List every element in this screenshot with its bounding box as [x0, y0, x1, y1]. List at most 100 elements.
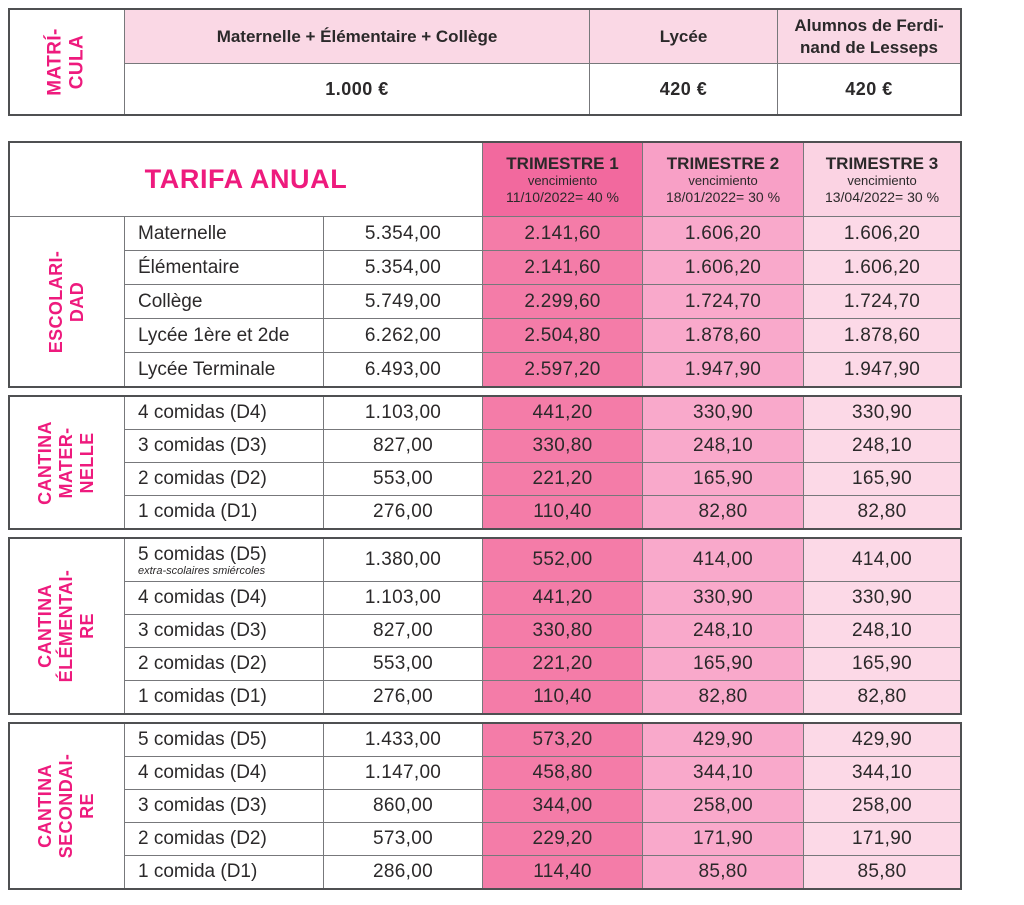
matricula-fee-lycee: 420 €	[590, 64, 777, 114]
trimestre-1-fee-cell: 110,40	[483, 681, 642, 713]
annual-fee-cell: 1.103,00	[324, 582, 482, 614]
trimestre-1-fee-cell: 221,20	[483, 648, 642, 680]
trimestre-2-fee-cell: 165,90	[643, 648, 803, 680]
matricula-col-header-lesseps: Alumnos de Ferdi- nand de Lesseps	[778, 10, 960, 63]
trimestre-3-fee-cell: 82,80	[804, 496, 960, 528]
annual-fee-cell: 5.354,00	[324, 251, 482, 284]
annual-fee-cell: 1.103,00	[324, 397, 482, 429]
trimestre-2-vencimiento-label: vencimiento	[688, 172, 758, 188]
item-name: Lycée Terminale	[138, 358, 276, 380]
escolaridad-label-cell: ESCOLARI- DAD	[10, 217, 124, 386]
item-name: 1 comida (D1)	[138, 861, 258, 882]
item-cell: 2 comidas (D2)	[125, 823, 323, 855]
trimestre-3-fee-cell: 1.947,90	[804, 353, 960, 386]
annual-fee-cell: 276,00	[324, 496, 482, 528]
item-cell: 1 comidas (D1)	[125, 681, 323, 713]
trimestre-2-due-date: 18/01/2022= 30 %	[665, 188, 781, 205]
cantina-maternelle-vertical-label: CANTINA MATER- NELLE	[35, 420, 98, 505]
annual-fee-cell: 6.262,00	[324, 319, 482, 352]
annual-fee-cell: 1.380,00	[324, 539, 482, 581]
trimestre-2-fee-cell: 258,00	[643, 790, 803, 822]
item-name: 1 comidas (D1)	[138, 686, 267, 707]
item-name: 2 comidas (D2)	[138, 653, 267, 674]
trimestre-2-name: TRIMESTRE 2	[666, 154, 780, 174]
trimestre-3-fee-cell: 171,90	[804, 823, 960, 855]
trimestre-2-fee-cell: 171,90	[643, 823, 803, 855]
item-cell: 3 comidas (D3)	[125, 790, 323, 822]
item-name: Maternelle	[138, 222, 227, 244]
annual-fee-cell: 5.749,00	[324, 285, 482, 318]
trimestre-2-fee-cell: 1.878,60	[643, 319, 803, 352]
trimestre-2-fee-cell: 82,80	[643, 681, 803, 713]
item-cell: 5 comidas (D5)	[125, 724, 323, 756]
item-name: 2 comidas (D2)	[138, 468, 267, 489]
trimestre-3-name: TRIMESTRE 3	[825, 154, 939, 174]
trimestre-3-fee-cell: 1.606,20	[804, 217, 960, 250]
trimestre-2-fee-cell: 248,10	[643, 615, 803, 647]
trimestre-1-fee-cell: 573,20	[483, 724, 642, 756]
trimestre-1-fee-cell: 2.597,20	[483, 353, 642, 386]
item-name: Collège	[138, 290, 203, 312]
trimestre-3-fee-cell: 429,90	[804, 724, 960, 756]
trimestre-2-fee-cell: 330,90	[643, 582, 803, 614]
escolaridad-vertical-label: ESCOLARI- DAD	[45, 250, 87, 353]
matricula-col-header-maternelle-elementaire-college: Maternelle + Élémentaire + Collège	[125, 10, 589, 63]
item-cell: Maternelle	[125, 217, 323, 250]
cantina-elementaire-table: CANTINA ÉLÉMENTAI- RE 5 comidas (D5) ext…	[8, 537, 962, 715]
trimestre-3-fee-cell: 165,90	[804, 463, 960, 495]
trimestre-2-fee-cell: 414,00	[643, 539, 803, 581]
annual-fee-cell: 827,00	[324, 430, 482, 462]
trimestre-3-fee-cell: 330,90	[804, 397, 960, 429]
trimestre-2-fee-cell: 82,80	[643, 496, 803, 528]
trimestre-2-fee-cell: 1.724,70	[643, 285, 803, 318]
trimestre-2-fee-cell: 344,10	[643, 757, 803, 789]
trimestre-3-fee-cell: 1.878,60	[804, 319, 960, 352]
trimestre-3-due-date: 13/04/2022= 30 %	[824, 188, 940, 205]
trimestre-3-fee-cell: 330,90	[804, 582, 960, 614]
annual-fee-cell: 573,00	[324, 823, 482, 855]
item-cell: 1 comida (D1)	[125, 496, 323, 528]
trimestre-1-fee-cell: 2.504,80	[483, 319, 642, 352]
item-name: 1 comida (D1)	[138, 501, 258, 522]
trimestre-1-fee-cell: 330,80	[483, 430, 642, 462]
matricula-vertical-label: MATRÍ- CULA	[44, 28, 88, 96]
cantina-secondaire-vertical-label: CANTINA SECONDAI- RE	[35, 753, 98, 859]
trimestre-2-fee-cell: 1.606,20	[643, 217, 803, 250]
item-name: Élémentaire	[138, 256, 240, 278]
tarifa-anual-title: TARIFA ANUAL	[10, 143, 482, 216]
item-name: 5 comidas (D5)	[138, 729, 267, 750]
annual-fee-cell: 1.433,00	[324, 724, 482, 756]
matricula-label-cell: MATRÍ- CULA	[10, 10, 124, 114]
cantina-secondaire-label-cell: CANTINA SECONDAI- RE	[10, 724, 124, 888]
trimestre-2-header: TRIMESTRE 2 vencimiento 18/01/2022= 30 %	[643, 143, 803, 216]
annual-fee-cell: 6.493,00	[324, 353, 482, 386]
trimestre-2-fee-cell: 330,90	[643, 397, 803, 429]
trimestre-3-fee-cell: 82,80	[804, 681, 960, 713]
item-name: 3 comidas (D3)	[138, 435, 267, 456]
trimestre-1-fee-cell: 344,00	[483, 790, 642, 822]
trimestre-1-fee-cell: 441,20	[483, 582, 642, 614]
item-name: 4 comidas (D4)	[138, 587, 267, 608]
trimestre-2-fee-cell: 429,90	[643, 724, 803, 756]
trimestre-1-name: TRIMESTRE 1	[506, 154, 619, 174]
trimestre-1-fee-cell: 330,80	[483, 615, 642, 647]
item-note: extra-scolaires smiércoles	[138, 564, 266, 577]
trimestre-2-fee-cell: 85,80	[643, 856, 803, 888]
item-name: 3 comidas (D3)	[138, 795, 267, 816]
matricula-col-header-lycee: Lycée	[590, 10, 777, 63]
trimestre-3-fee-cell: 248,10	[804, 615, 960, 647]
matricula-fee-lesseps: 420 €	[778, 64, 960, 114]
item-cell: 3 comidas (D3)	[125, 615, 323, 647]
trimestre-1-fee-cell: 221,20	[483, 463, 642, 495]
item-name: 4 comidas (D4)	[138, 402, 267, 423]
trimestre-1-fee-cell: 458,80	[483, 757, 642, 789]
item-cell: 2 comidas (D2)	[125, 463, 323, 495]
item-cell: 1 comida (D1)	[125, 856, 323, 888]
trimestre-3-header: TRIMESTRE 3 vencimiento 13/04/2022= 30 %	[804, 143, 960, 216]
trimestre-2-fee-cell: 248,10	[643, 430, 803, 462]
annual-fee-cell: 276,00	[324, 681, 482, 713]
item-cell: 5 comidas (D5) extra-scolaires smiércole…	[125, 539, 323, 581]
item-name: Lycée 1ère et 2de	[138, 324, 290, 346]
item-cell: 4 comidas (D4)	[125, 582, 323, 614]
